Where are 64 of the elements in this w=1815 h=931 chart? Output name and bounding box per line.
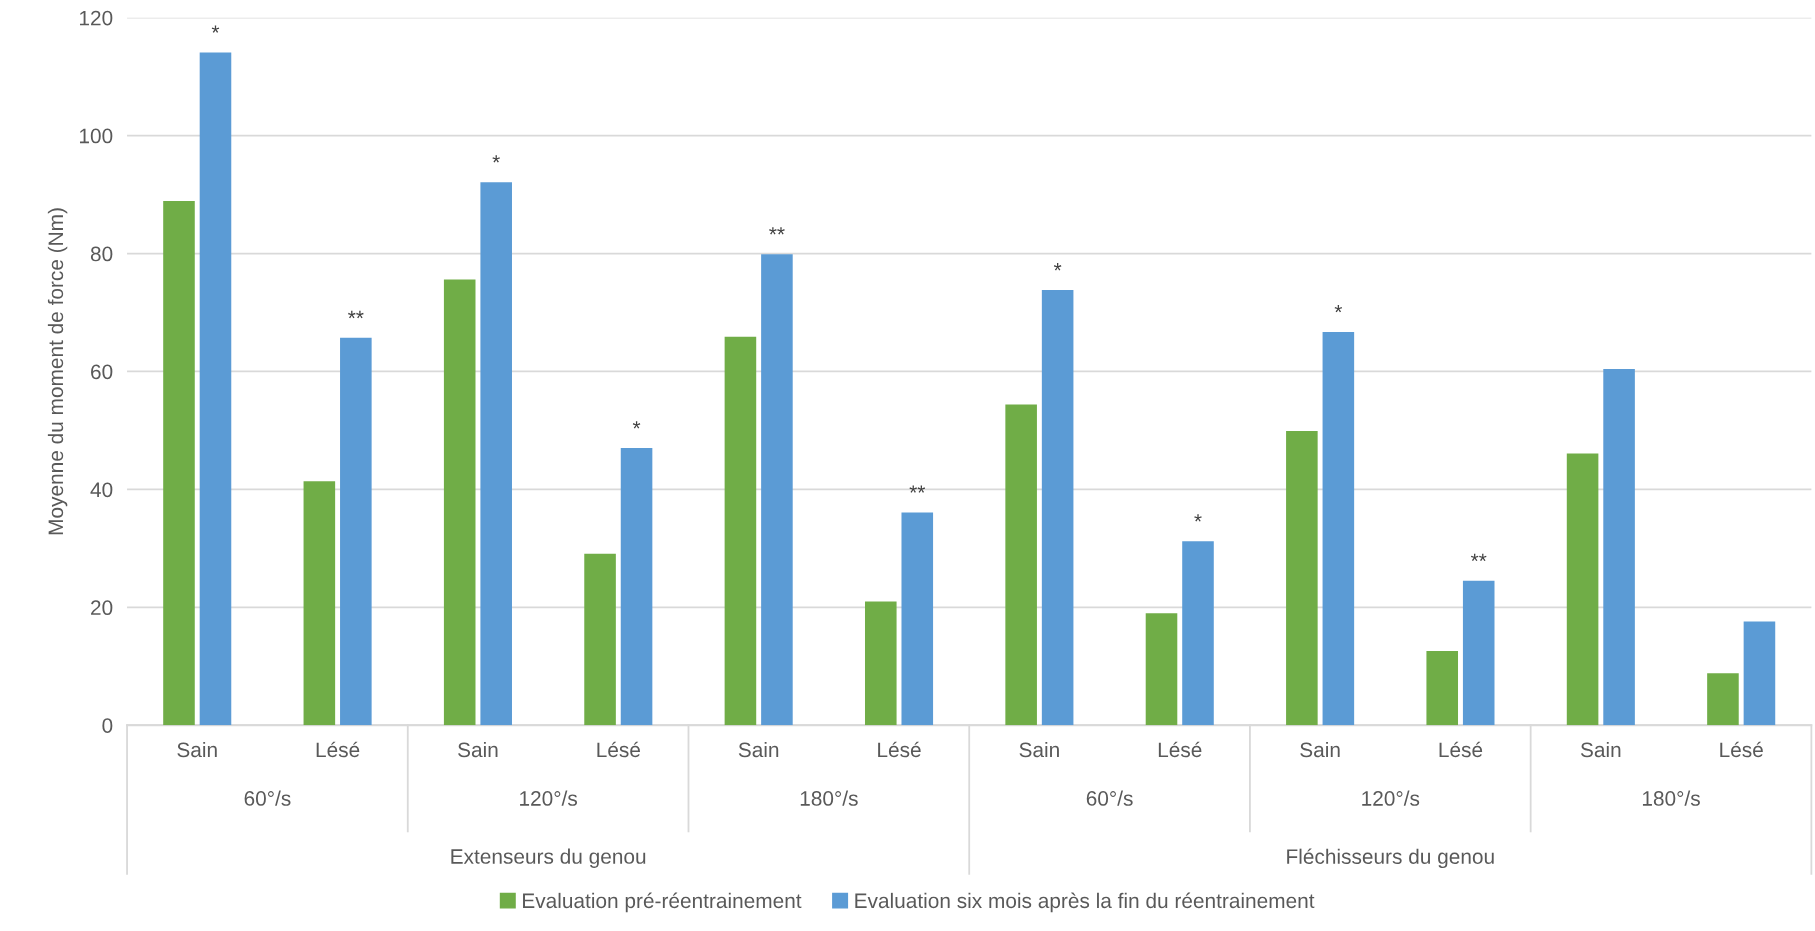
bar [761,254,793,726]
bar [724,336,757,726]
y-tick-label: 0 [102,718,113,733]
x-tick-label: Sain [177,741,217,758]
text: Fléchisseurs du genou [1287,848,1494,869]
bar [1566,453,1599,726]
bar [443,279,476,726]
y-axis-title: Moyenne du moment de force (Nm) [47,208,68,535]
x-tick-label: Lésé [1158,741,1202,758]
x-tick-label: Sain [1300,741,1340,758]
data-label: * [632,421,641,429]
x-tick-label: Lésé [597,741,640,758]
x-tick-label: Lésé [878,741,921,758]
data-label: ** [1470,553,1487,562]
x-tick-label: Sain [1019,741,1059,758]
bar [1743,621,1776,726]
data-label: ** [909,485,926,493]
text: 120°/s [1362,790,1420,806]
data-label: * [1334,304,1343,313]
bar [620,448,653,726]
bar [1182,541,1214,726]
y-tick-label: 60 [91,364,113,380]
x-tick-label: Sain [738,741,779,758]
bar [1145,613,1178,726]
bar [340,337,372,726]
y-tick-label: 20 [91,600,113,616]
y-tick-label: 80 [90,246,113,262]
bar [1603,369,1635,726]
bar [1462,580,1495,726]
bar [1322,331,1355,726]
bar [163,201,195,726]
x-tick-label: Lésé [316,741,360,758]
legend-label: Evaluation six mois après la fin du réentrainement [855,892,1315,913]
bar [1286,431,1318,726]
bar [303,481,336,726]
legend-label: Evaluation pré-réentrainement [523,892,802,913]
bar [480,182,512,726]
y-tick-label: 100 [79,128,113,144]
bar [584,553,616,726]
text: Extenseurs du genou [451,848,646,868]
x-tick-label: Sain [458,741,498,758]
y-tick-label: 120 [79,10,113,26]
data-label: * [492,155,500,163]
data-label: ** [348,310,364,319]
data-label: * [1194,514,1202,522]
bar [1707,673,1739,726]
bar [901,512,934,726]
bar [1005,404,1037,726]
bar [1041,290,1074,726]
x-tick-label: Sain [1580,741,1621,758]
bar [864,601,897,726]
y-tick-label: 40 [90,482,113,498]
x-tick-label: Lésé [1439,741,1483,758]
text: 60°/s [244,790,291,806]
text: 120°/s [520,790,578,806]
text: 180°/s [1642,790,1700,806]
bar [199,52,232,726]
text: 60°/s [1086,790,1133,806]
data-label: ** [769,227,785,235]
text: 180°/s [800,790,858,806]
x-tick-label: Lésé [1720,741,1763,758]
data-label: * [1053,263,1062,271]
bar [1426,650,1459,726]
data-label: * [211,25,220,33]
